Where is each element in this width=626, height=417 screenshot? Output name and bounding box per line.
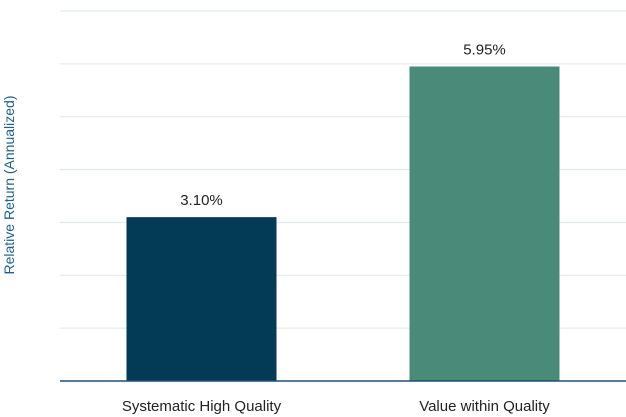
category-label-2: Value within Quality <box>419 398 550 415</box>
bar-2 <box>409 66 560 381</box>
y-axis-label: Relative Return (Annualized) <box>1 96 17 275</box>
bars: 3.10% Systematic High Quality 5.95% Value w… <box>122 42 560 415</box>
bar-1 <box>126 217 277 381</box>
category-label-1: Systematic High Quality <box>122 398 282 415</box>
data-label-2: 5.95% <box>463 42 506 59</box>
data-label-1: 3.10% <box>180 192 223 209</box>
